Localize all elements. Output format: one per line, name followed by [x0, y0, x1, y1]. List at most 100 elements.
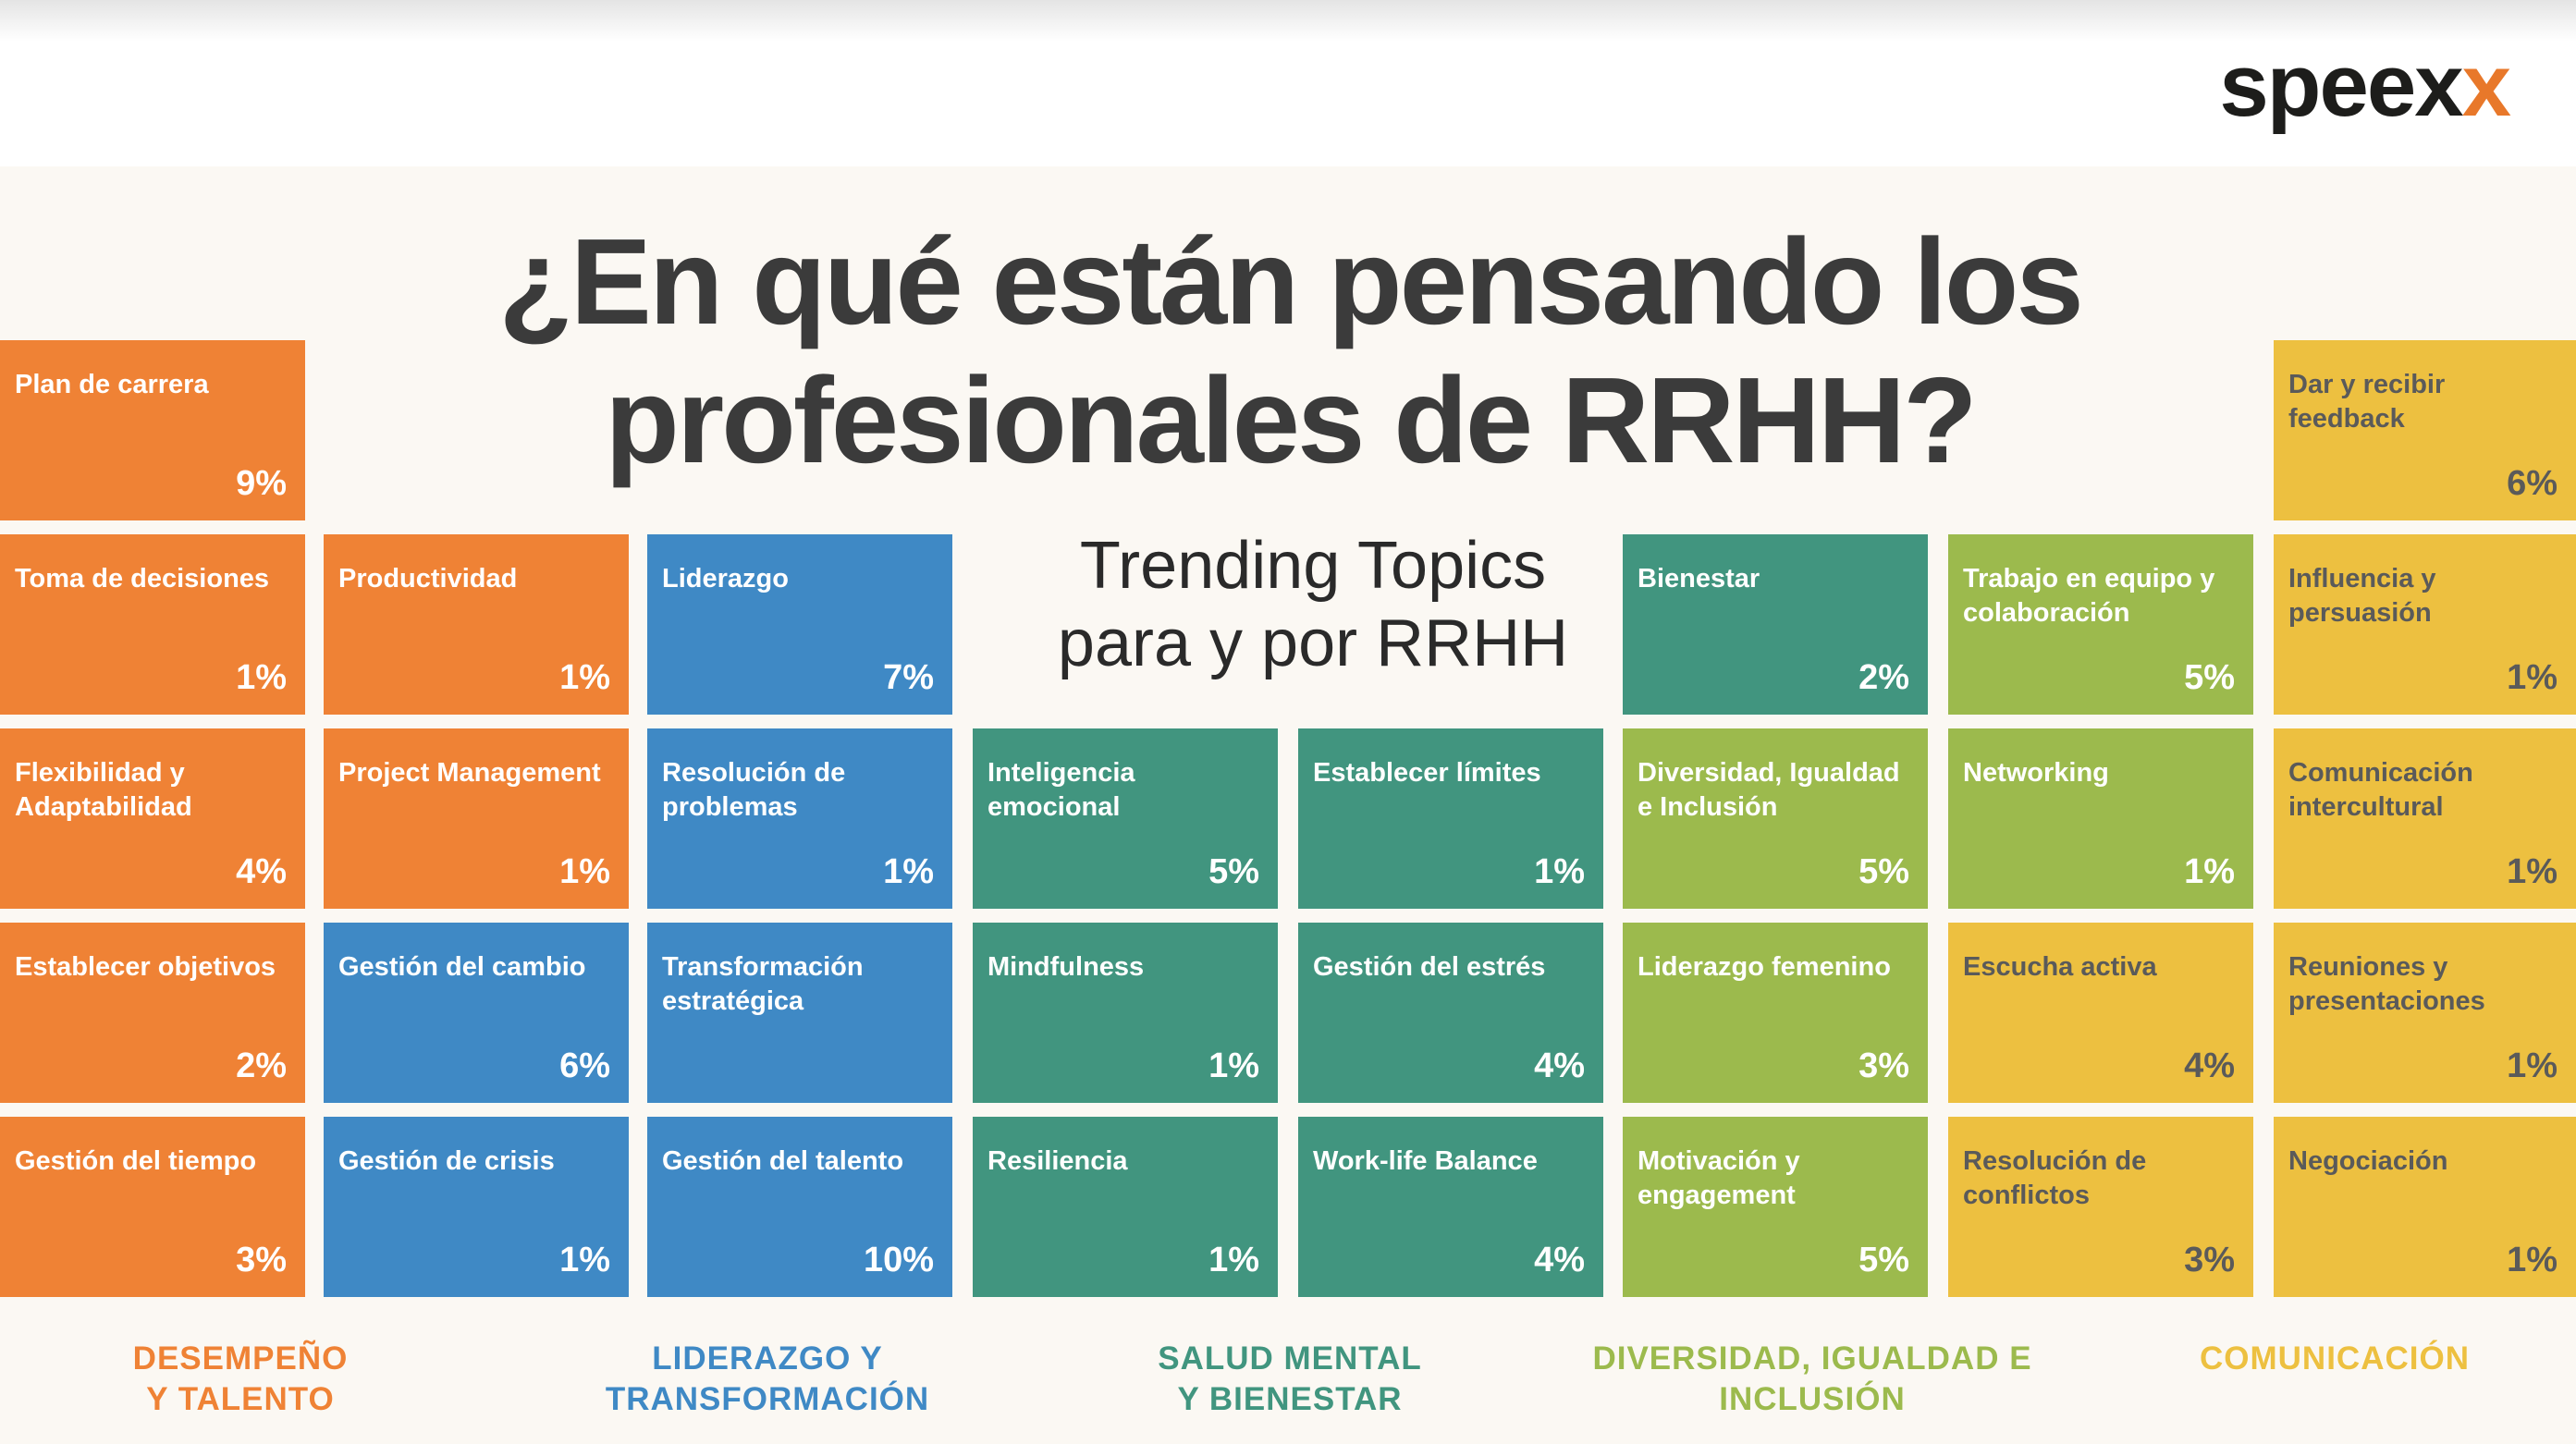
topic-label: Productividad [338, 564, 518, 594]
topic-percent: 4% [1534, 1241, 1585, 1279]
category-line-1: COMUNICACIÓN [2200, 1340, 2470, 1377]
topic-percent: 10% [863, 1241, 934, 1279]
topic-percent: 5% [1858, 1241, 1909, 1279]
topic-percent: 5% [1208, 852, 1259, 891]
topic-percent: 1% [1208, 1046, 1259, 1085]
topic-tile-gestion-de-crisis: Gestión de crisis 1% [324, 1117, 629, 1297]
topic-label: Motivación y engagement [1638, 1146, 1800, 1210]
topic-label: Project Management [338, 758, 601, 788]
topic-tile-comunicacion-intercultural: Comunicación intercultural 1% [2274, 728, 2576, 909]
topic-percent: 1% [1208, 1241, 1259, 1279]
topic-tile-transformacion-estrategica: Transformación estratégica [647, 923, 952, 1103]
page-subtitle: Trending Topics para y por RRHH [971, 527, 1655, 682]
topic-tile-networking: Networking 1% [1948, 728, 2253, 909]
topic-tile-inteligencia-emocional: Inteligencia emocional 5% [973, 728, 1278, 909]
topic-label: Gestión de crisis [338, 1146, 555, 1176]
topic-percent: 6% [559, 1046, 610, 1085]
topic-label: Gestión del talento [662, 1146, 904, 1176]
topic-tile-reuniones: Reuniones y presentaciones 1% [2274, 923, 2576, 1103]
topic-label: Gestión del tiempo [15, 1146, 257, 1176]
category-line-1: SALUD MENTAL [1158, 1340, 1422, 1377]
topic-percent: 1% [559, 658, 610, 697]
topic-label: Toma de decisiones [15, 564, 270, 594]
topic-label: Transformación estratégica [662, 952, 864, 1016]
category-salud-mental-bienestar: SALUD MENTAL Y BIENESTAR [1100, 1339, 1479, 1420]
topic-label: Influencia y persuasión [2288, 564, 2436, 628]
topic-label: Resolución de conflictos [1963, 1146, 2147, 1210]
topic-label: Networking [1963, 758, 2109, 788]
topic-percent: 4% [236, 852, 287, 891]
logo-text: speex [2219, 36, 2463, 135]
topic-tile-establecer-limites: Establecer límites 1% [1298, 728, 1603, 909]
topic-percent: 6% [2507, 464, 2558, 503]
category-line-1: DESEMPEÑO [132, 1340, 349, 1377]
topic-label: Gestión del cambio [338, 952, 586, 982]
topic-percent: 7% [883, 658, 934, 697]
topic-label: Inteligencia emocional [987, 758, 1135, 822]
topic-percent: 3% [2184, 1241, 2235, 1279]
topic-label: Gestión del estrés [1313, 952, 1546, 982]
page-subtitle-line-1: Trending Topics [1079, 529, 1547, 603]
topic-tile-liderazgo-femenino: Liderazgo femenino 3% [1623, 923, 1928, 1103]
topic-label: Trabajo en equipo y colaboración [1963, 564, 2215, 628]
topic-tile-gestion-del-cambio: Gestión del cambio 6% [324, 923, 629, 1103]
topic-label: Work-life Balance [1313, 1146, 1538, 1176]
topic-label: Diversidad, Igualdad e Inclusión [1638, 758, 1900, 822]
topic-label: Liderazgo femenino [1638, 952, 1891, 982]
topic-percent: 1% [2507, 658, 2558, 697]
topic-percent: 1% [2507, 1046, 2558, 1085]
topic-tile-liderazgo: Liderazgo 7% [647, 534, 952, 715]
topic-percent: 1% [2184, 852, 2235, 891]
topic-tile-motivacion: Motivación y engagement 5% [1623, 1117, 1928, 1297]
topic-label: Establecer objetivos [15, 952, 276, 982]
topic-label: Dar y recibir feedback [2288, 370, 2446, 434]
topic-tile-toma-de-decisiones: Toma de decisiones 1% [0, 534, 305, 715]
topic-label: Negociación [2288, 1146, 2448, 1176]
category-line-2: Y BIENESTAR [1177, 1381, 1403, 1417]
topic-tile-resiliencia: Resiliencia 1% [973, 1117, 1278, 1297]
topic-label: Liderazgo [662, 564, 789, 594]
topic-percent: 5% [2184, 658, 2235, 697]
topic-tile-trabajo-en-equipo: Trabajo en equipo y colaboración 5% [1948, 534, 2253, 715]
page-title: ¿En qué están pensando los profesionales… [444, 213, 2136, 490]
topic-percent: 1% [883, 852, 934, 891]
speexx-logo: speexx [2219, 35, 2511, 137]
topic-percent: 4% [2184, 1046, 2235, 1085]
topic-tile-work-life-balance: Work-life Balance 4% [1298, 1117, 1603, 1297]
topic-percent: 2% [1858, 658, 1909, 697]
topic-tile-gestion-del-talento: Gestión del talento 10% [647, 1117, 952, 1297]
topic-percent: 1% [559, 852, 610, 891]
topic-percent: 1% [2507, 852, 2558, 891]
category-line-2: Y TALENTO [146, 1381, 335, 1417]
category-desempeno-talento: DESEMPEÑO Y TALENTO [74, 1339, 407, 1420]
topic-percent: 1% [236, 658, 287, 697]
category-line-1: LIDERAZGO Y [652, 1340, 883, 1377]
topic-tile-negociacion: Negociación 1% [2274, 1117, 2576, 1297]
category-line-2: TRANSFORMACIÓN [605, 1381, 930, 1417]
topic-percent: 3% [236, 1241, 287, 1279]
topic-tile-mindfulness: Mindfulness 1% [973, 923, 1278, 1103]
topic-percent: 9% [236, 464, 287, 503]
topic-percent: 5% [1858, 852, 1909, 891]
topic-tile-plan-de-carrera: Plan de carrera 9% [0, 340, 305, 520]
topic-percent: 2% [236, 1046, 287, 1085]
topic-percent: 4% [1534, 1046, 1585, 1085]
category-diversidad-inclusion: DIVERSIDAD, IGUALDAD E INCLUSIÓN [1572, 1339, 2053, 1420]
topic-tile-project-management: Project Management 1% [324, 728, 629, 909]
category-comunicacion: COMUNICACIÓN [2154, 1339, 2515, 1379]
topic-percent: 3% [1858, 1046, 1909, 1085]
category-liderazgo-transformacion: LIDERAZGO Y TRANSFORMACIÓN [583, 1339, 952, 1420]
topic-label: Bienestar [1638, 564, 1760, 594]
topic-tile-gestion-del-estres: Gestión del estrés 4% [1298, 923, 1603, 1103]
topic-label: Establecer límites [1313, 758, 1541, 788]
top-bar: speexx [0, 0, 2576, 166]
topic-label: Plan de carrera [15, 370, 209, 399]
topic-tile-escucha-activa: Escucha activa 4% [1948, 923, 2253, 1103]
page-subtitle-line-2: para y por RRHH [1057, 606, 1569, 680]
topic-label: Flexibilidad y Adaptabilidad [15, 758, 192, 822]
topic-tile-resolucion-de-problemas: Resolución de problemas 1% [647, 728, 952, 909]
topic-tile-resolucion-de-conflictos: Resolución de conflictos 3% [1948, 1117, 2253, 1297]
topic-tile-diversidad: Diversidad, Igualdad e Inclusión 5% [1623, 728, 1928, 909]
topic-tile-establecer-objetivos: Establecer objetivos 2% [0, 923, 305, 1103]
topic-label: Comunicación intercultural [2288, 758, 2473, 822]
